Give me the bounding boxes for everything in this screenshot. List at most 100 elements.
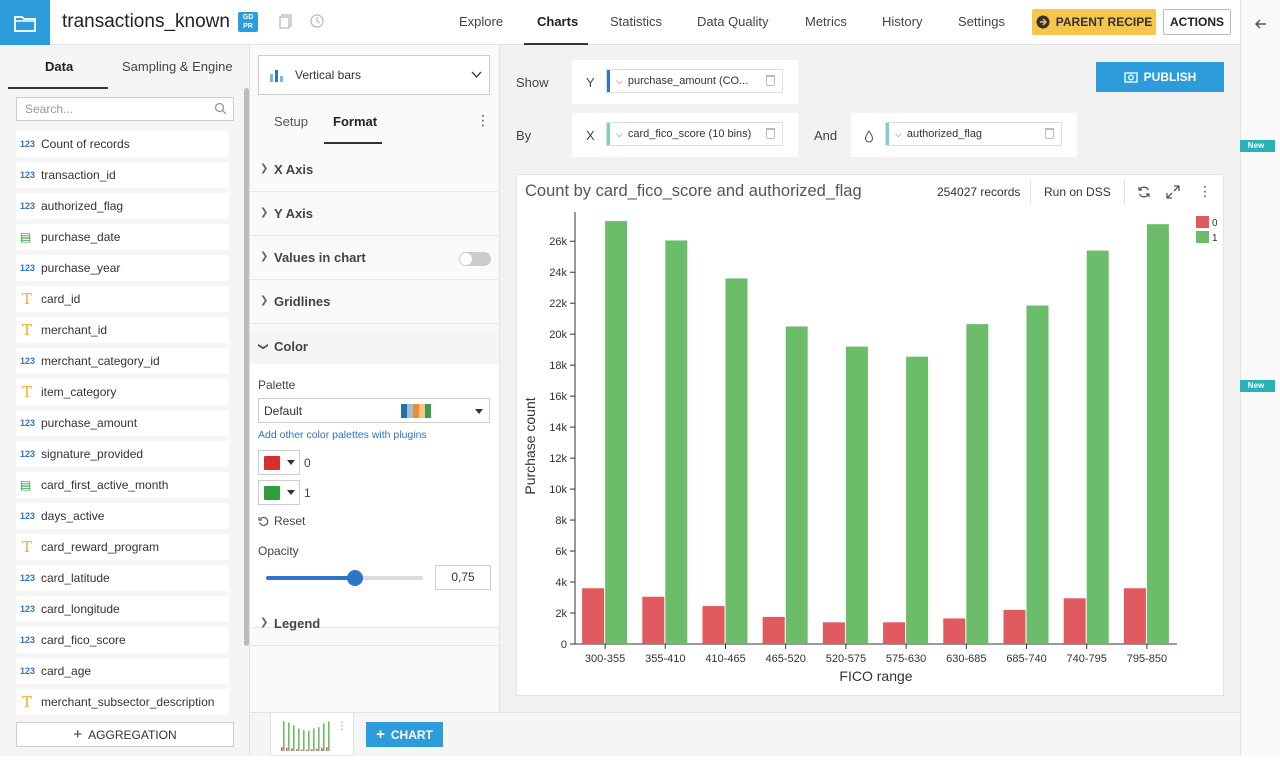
- section-title: Values in chart: [274, 250, 366, 265]
- x-tick-label: 520-575: [826, 653, 866, 665]
- tab-charts[interactable]: Charts: [537, 14, 579, 29]
- subtab-setup[interactable]: Setup: [274, 114, 308, 129]
- color-dimension-pill[interactable]: ⌵ authorized_flag: [885, 122, 1062, 146]
- date-type-icon: ▤: [20, 230, 32, 244]
- column-item[interactable]: ▤ purchase_date: [16, 224, 229, 250]
- y-tick-label: 0: [561, 639, 567, 651]
- column-item[interactable]: 123 transaction_id: [16, 162, 229, 188]
- numeric-type-icon: 123: [20, 449, 36, 459]
- palette-select[interactable]: Default: [258, 398, 490, 423]
- column-item[interactable]: ▤ card_first_active_month: [16, 472, 229, 498]
- collapse-arrow-icon[interactable]: [1253, 16, 1269, 32]
- column-name: card_reward_program: [41, 540, 160, 554]
- chevron-down-icon: ❯: [257, 342, 269, 351]
- chart-menu-icon[interactable]: ⋮: [1198, 183, 1212, 199]
- section-y-axis[interactable]: ❯ Y Axis: [250, 192, 499, 236]
- section-legend[interactable]: ❯ Legend: [250, 602, 499, 646]
- chevron-down-icon: ⌵: [616, 128, 623, 139]
- y-tick-label: 26k: [549, 236, 567, 248]
- divider: [1030, 180, 1031, 204]
- column-item[interactable]: 123 days_active: [16, 503, 229, 529]
- dropdown-arrow-icon: [287, 490, 295, 495]
- section-color[interactable]: ❯ Color: [250, 330, 499, 364]
- refresh-icon[interactable]: [1137, 185, 1151, 199]
- trash-icon[interactable]: [766, 128, 775, 139]
- subtab-format[interactable]: Format: [333, 114, 378, 129]
- column-name: transaction_id: [41, 168, 116, 182]
- tab-sampling-engine[interactable]: Sampling & Engine: [122, 59, 233, 74]
- tab-data-quality[interactable]: Data Quality: [697, 14, 769, 29]
- search-icon[interactable]: [214, 102, 227, 115]
- opacity-input[interactable]: 0,75: [435, 565, 491, 590]
- scrollbar[interactable]: [244, 88, 249, 646]
- thumbnail-menu-icon[interactable]: ⋮: [337, 721, 347, 732]
- thumbnail-bar: [288, 722, 290, 751]
- add-aggregation-button[interactable]: + AGGREGATION: [16, 722, 234, 747]
- trash-icon[interactable]: [766, 75, 775, 86]
- column-item[interactable]: 123 Count of records: [16, 131, 229, 157]
- chart-title: Count by card_fico_score and authorized_…: [525, 182, 862, 200]
- pill-color-bar: [607, 70, 610, 92]
- color-picker-1[interactable]: [258, 480, 300, 505]
- tab-statistics[interactable]: Statistics: [610, 14, 663, 29]
- x-dimension-label: card_fico_score (10 bins): [627, 128, 752, 140]
- column-item[interactable]: 123 card_fico_score: [16, 627, 229, 653]
- tab-explore[interactable]: Explore: [459, 14, 504, 29]
- gdpr-badge[interactable]: GD PR: [238, 12, 258, 32]
- column-item[interactable]: 123 signature_provided: [16, 441, 229, 467]
- parent-recipe-button[interactable]: PARENT RECIPE: [1032, 9, 1156, 35]
- x-tick-label: 630-685: [946, 653, 986, 665]
- y-measure-pill[interactable]: ⌵ purchase_amount (CO...: [606, 69, 783, 93]
- color-picker-0[interactable]: [258, 450, 300, 475]
- expand-icon[interactable]: [1166, 185, 1180, 199]
- dataset-name[interactable]: transactions_known: [62, 11, 230, 32]
- thumbnail-bar: [318, 727, 320, 751]
- tab-metrics[interactable]: Metrics: [805, 14, 847, 29]
- section-gridlines[interactable]: ❯ Gridlines: [250, 280, 499, 324]
- reset-colors-button[interactable]: Reset: [258, 514, 305, 528]
- column-item[interactable]: 123 purchase_amount: [16, 410, 229, 436]
- chart-thumbnail[interactable]: ⋮: [270, 712, 354, 756]
- section-values-in-chart[interactable]: ❯ Values in chart: [250, 236, 499, 280]
- plus-icon: +: [73, 725, 83, 743]
- section-title: Y Axis: [274, 206, 314, 221]
- run-on-dss-button[interactable]: Run on DSS: [1044, 185, 1111, 199]
- dataset-icon[interactable]: [0, 0, 50, 45]
- opacity-slider-handle[interactable]: [346, 570, 363, 586]
- column-item[interactable]: 123 merchant_category_id: [16, 348, 229, 374]
- column-search-input[interactable]: Search...: [16, 97, 234, 121]
- publish-button[interactable]: PUBLISH: [1096, 62, 1224, 92]
- palette-preview: [401, 404, 431, 418]
- reset-icon: [258, 516, 269, 526]
- actions-button[interactable]: ACTIONS: [1163, 9, 1231, 35]
- x-tick-label: 300-355: [585, 653, 625, 665]
- new-chart-button[interactable]: + CHART: [366, 722, 443, 747]
- thumbnail-bar: [323, 723, 325, 751]
- section-x-axis[interactable]: ❯ X Axis: [250, 148, 499, 192]
- column-name: item_category: [41, 385, 117, 399]
- tab-data[interactable]: Data: [45, 59, 74, 74]
- column-item[interactable]: 123 card_age: [16, 658, 229, 684]
- tab-settings[interactable]: Settings: [958, 14, 1005, 29]
- more-options-icon[interactable]: ⋮: [476, 112, 490, 128]
- history-icon[interactable]: [309, 13, 325, 29]
- tab-history[interactable]: History: [882, 14, 923, 29]
- column-item[interactable]: 123 card_latitude: [16, 565, 229, 591]
- palette-label: Palette: [258, 378, 296, 392]
- column-item[interactable]: 123 card_longitude: [16, 596, 229, 622]
- add-palettes-link[interactable]: Add other color palettes with plugins: [258, 429, 427, 441]
- column-item[interactable]: 123 authorized_flag: [16, 193, 229, 219]
- x-dimension-pill[interactable]: ⌵ card_fico_score (10 bins): [606, 122, 783, 146]
- y-axis-letter: Y: [586, 75, 595, 90]
- color-label-1: 1: [304, 486, 311, 500]
- chart-type-select[interactable]: Vertical bars: [258, 55, 490, 95]
- y-tick-label: 24k: [549, 267, 567, 279]
- copy-icon[interactable]: [278, 13, 294, 29]
- trash-icon[interactable]: [1045, 128, 1054, 139]
- column-item[interactable]: 123 purchase_year: [16, 255, 229, 281]
